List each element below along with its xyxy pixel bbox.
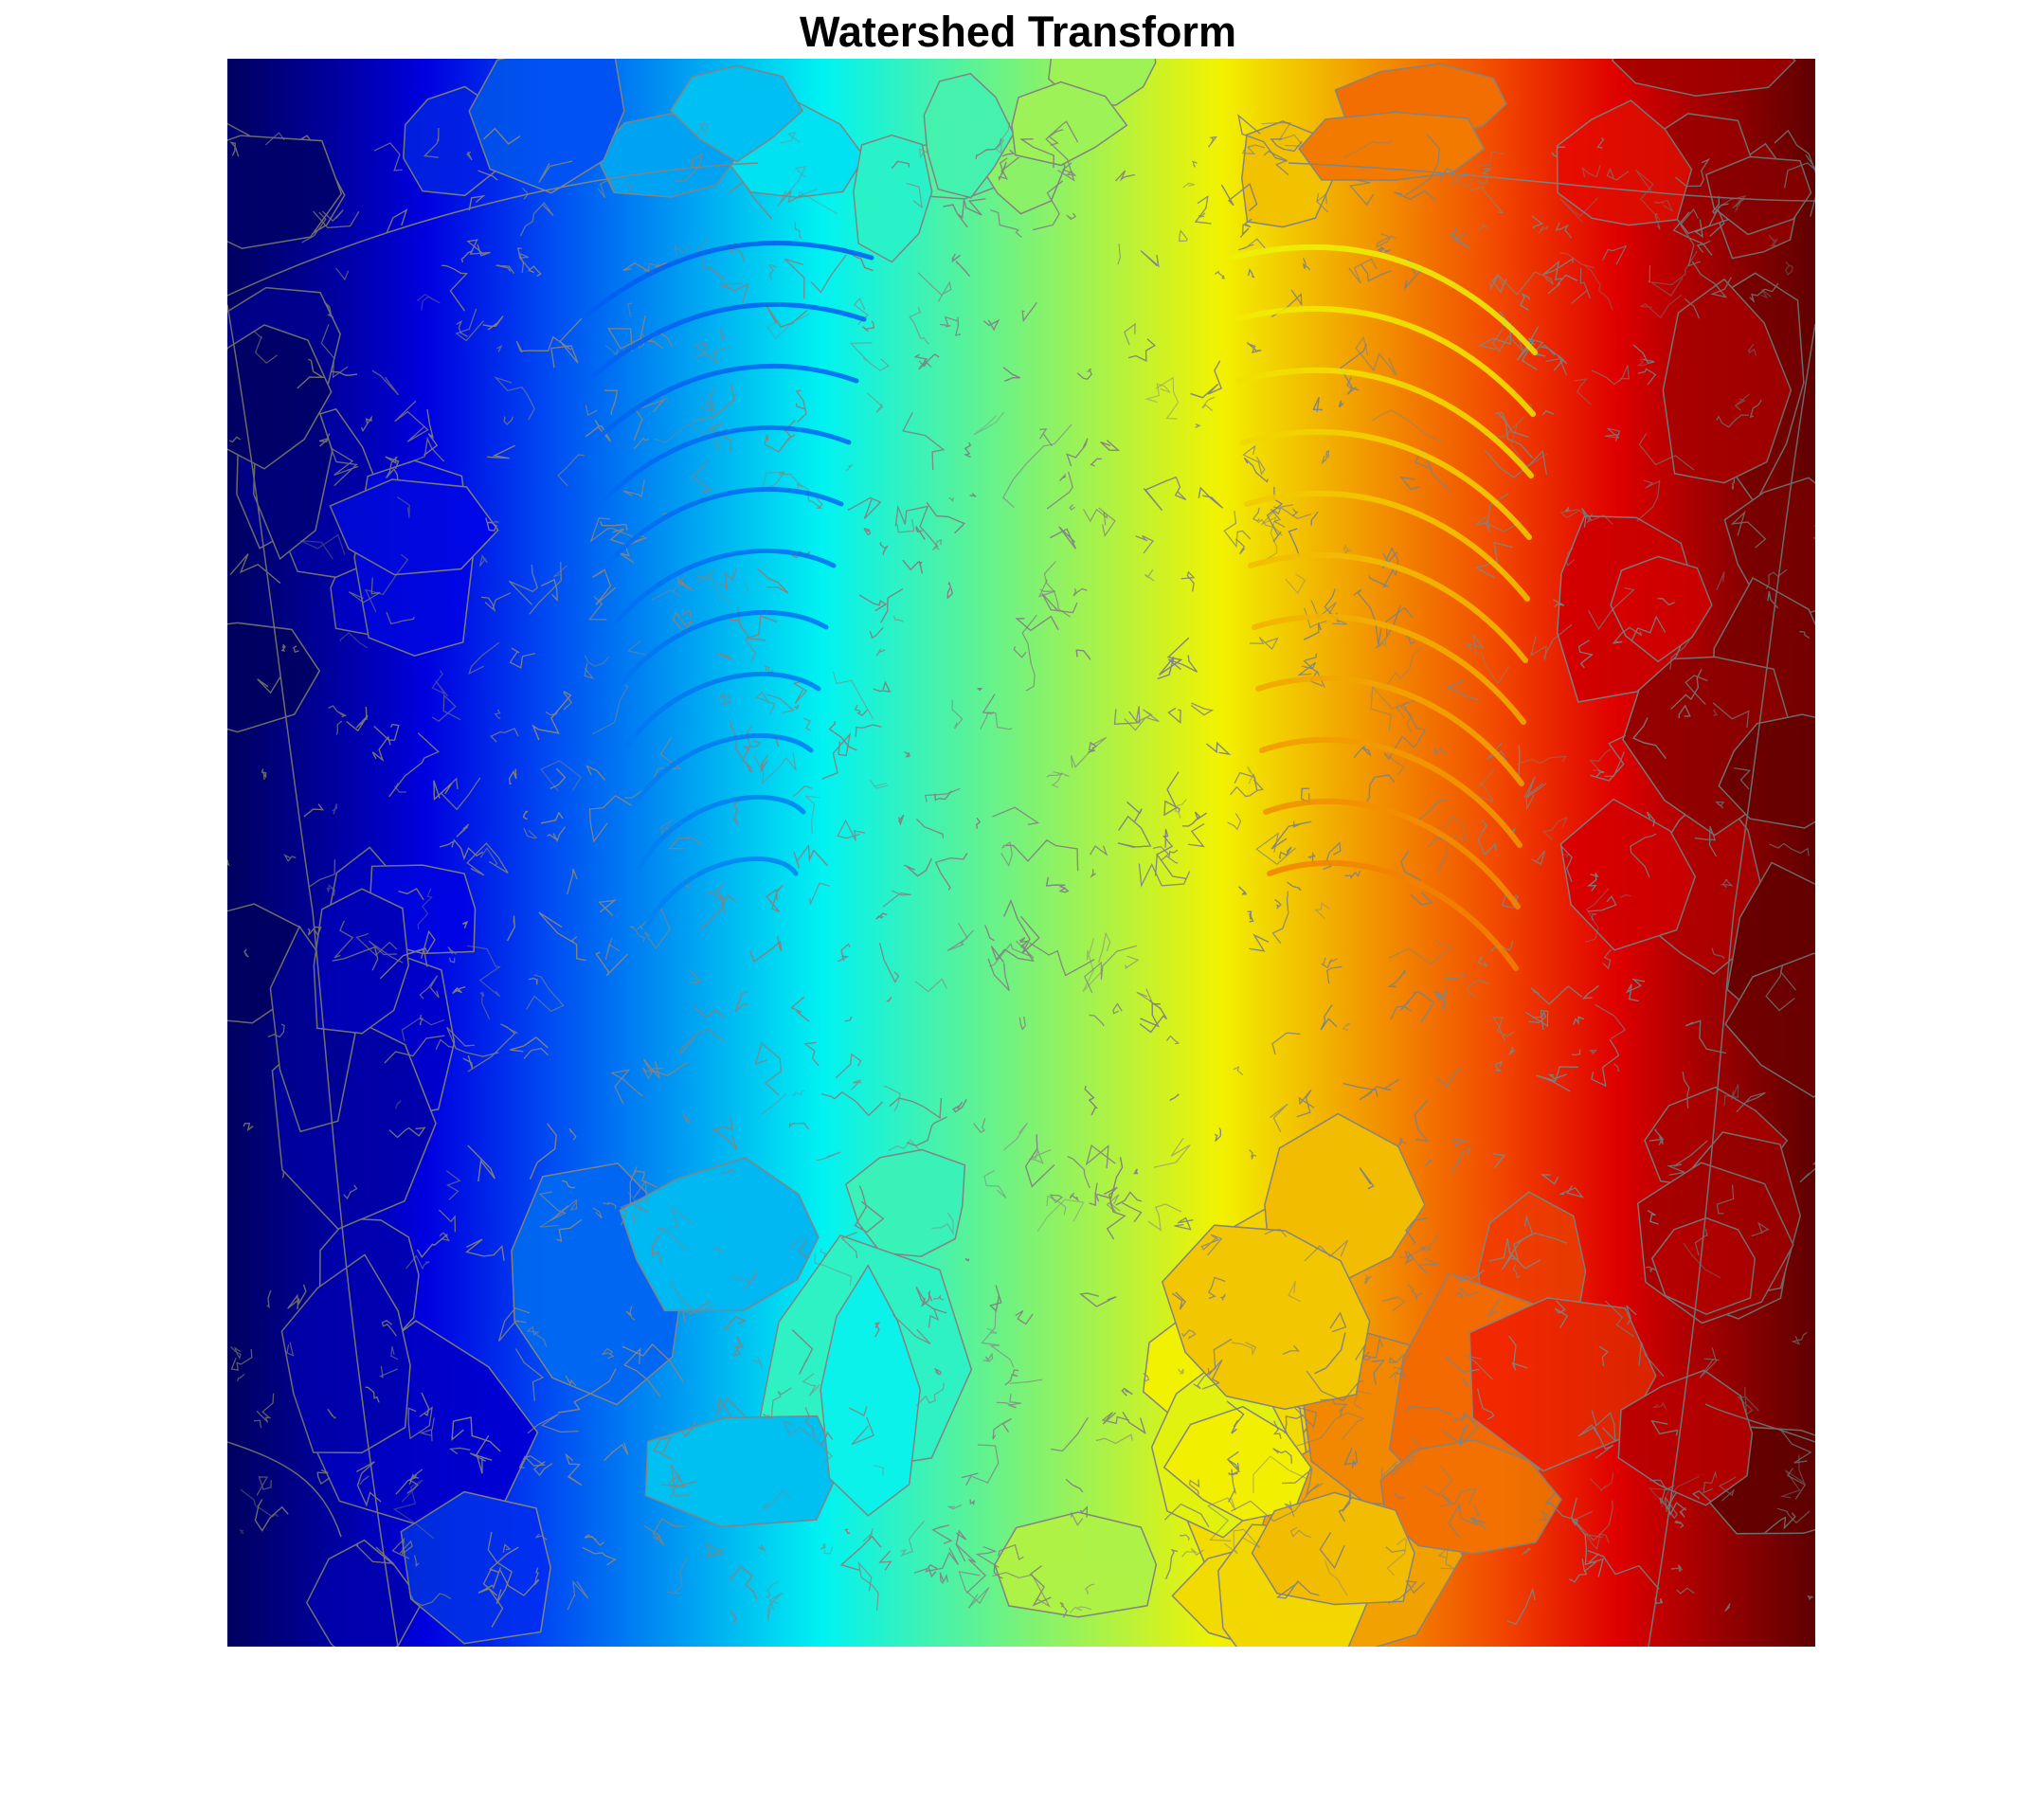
watershed-image: [227, 59, 1815, 1647]
figure-title: Watershed Transform: [800, 8, 1236, 56]
edge-shading: [227, 59, 1815, 1647]
watershed-label-map-icon: [227, 59, 1815, 1647]
